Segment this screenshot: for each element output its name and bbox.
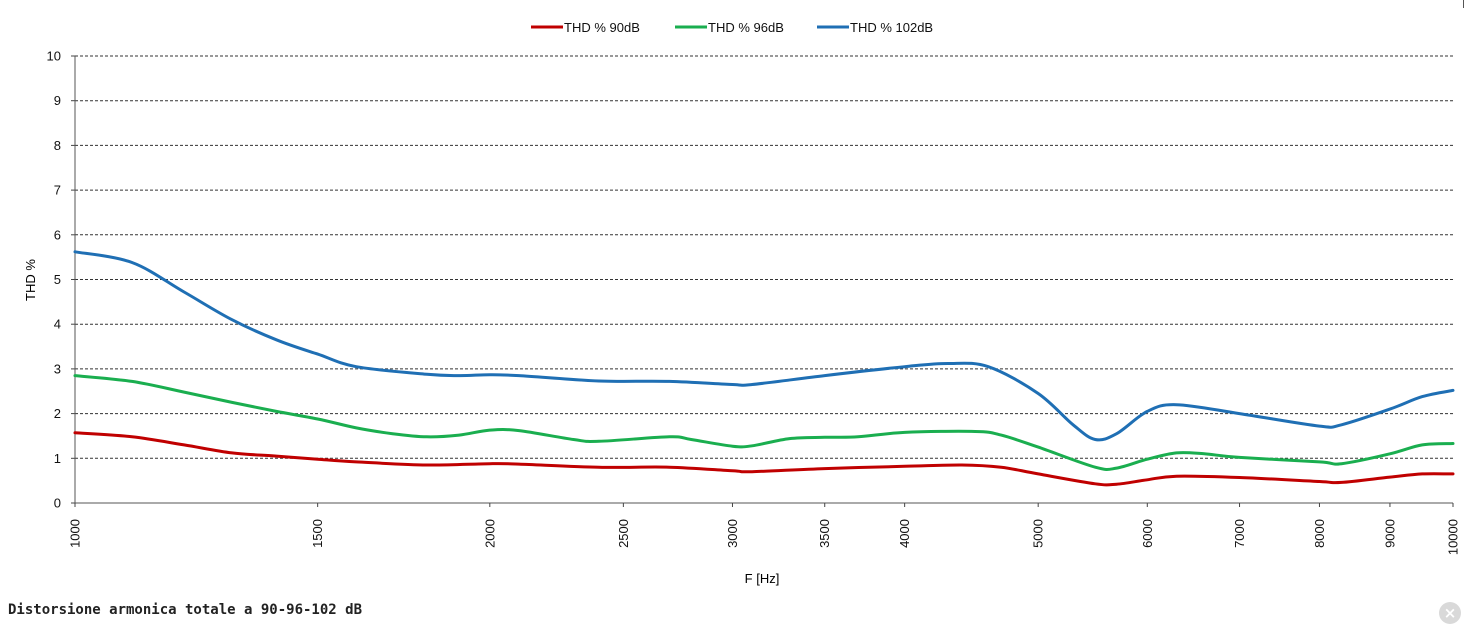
legend: THD % 90dB THD % 96dB THD % 102dB [531, 20, 933, 35]
axes [71, 55, 1454, 507]
x-tick-label: 6000 [1140, 519, 1155, 548]
legend-label-3: THD % 102dB [850, 20, 933, 35]
series-line-3 [73, 250, 1455, 442]
y-tick-label: 6 [54, 227, 61, 242]
y-tick-label: 0 [54, 496, 61, 511]
y-tick-label: 7 [54, 183, 61, 198]
y-tick-label: 9 [54, 93, 61, 108]
x-tick-label: 2500 [616, 519, 631, 548]
y-tick-label: 3 [54, 361, 61, 376]
x-tick-labels: 1000 1500 2000 2500 3000 3500 4000 5000 6000 7000… [68, 519, 1461, 555]
thd-chart: 0 1 2 3 4 5 6 7 8 9 10 1000 1500 2000 2500 3000 3500 400… [23, 20, 1461, 586]
chart-caption: Distorsione armonica totale a 90-96-102 … [8, 602, 363, 618]
series-line-2 [73, 374, 1455, 471]
x-tick-label: 10000 [1446, 519, 1461, 555]
x-tick-label: 8000 [1312, 519, 1327, 548]
x-tick-label: 1000 [68, 519, 83, 548]
close-button[interactable]: × [1439, 602, 1461, 624]
corner-mark [1463, 0, 1464, 8]
y-tick-label: 1 [54, 451, 61, 466]
legend-label-2: THD % 96dB [708, 20, 784, 35]
x-axis-label: F [Hz] [745, 571, 780, 586]
y-tick-label: 4 [54, 317, 61, 332]
y-tick-label: 10 [47, 49, 61, 64]
x-tick-label: 7000 [1232, 519, 1247, 548]
y-tick-label: 2 [54, 406, 61, 421]
close-icon: × [1443, 604, 1457, 622]
series-lines [73, 250, 1455, 487]
y-tick-label: 8 [54, 138, 61, 153]
x-tick-label: 3500 [817, 519, 832, 548]
y-axis-label: THD % [23, 259, 38, 301]
x-tick-label: 2000 [482, 519, 497, 548]
x-tick-label: 1500 [310, 519, 325, 548]
x-tick-label: 3000 [725, 519, 740, 548]
legend-label-1: THD % 90dB [564, 20, 640, 35]
y-tick-labels: 0 1 2 3 4 5 6 7 8 9 10 [47, 49, 61, 511]
y-tick-label: 5 [54, 272, 61, 287]
x-tick-label: 9000 [1382, 519, 1397, 548]
x-tick-label: 5000 [1031, 519, 1046, 548]
series-line-1 [73, 431, 1455, 487]
x-tick-label: 4000 [897, 519, 912, 548]
grid-lines [75, 55, 1453, 459]
